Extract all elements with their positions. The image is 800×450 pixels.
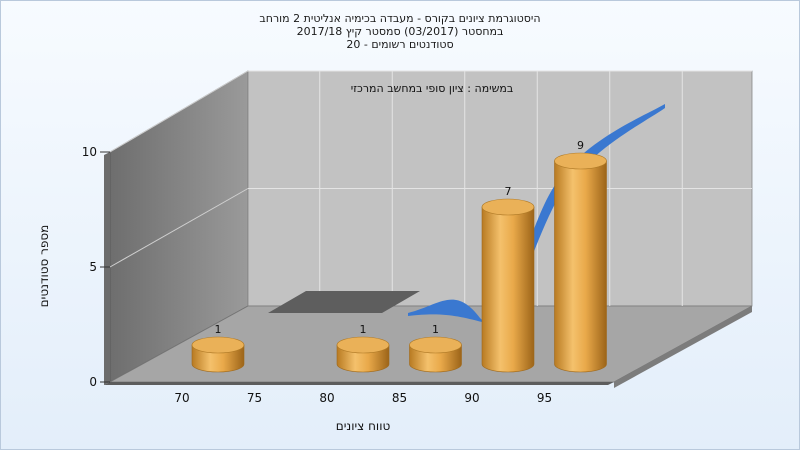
data-label-80: 1 xyxy=(360,323,367,336)
bar-85 xyxy=(409,336,462,373)
curve-shadow-ribbon xyxy=(268,291,420,313)
x-tick-90: 90 xyxy=(464,391,479,405)
bars-group xyxy=(191,152,607,373)
chart-title-line-2: במחסטר (03/2017) סמסטר קיץ 2017/18 xyxy=(296,25,504,38)
gridline-side xyxy=(109,70,249,153)
y-axis-label: מספר סטודנטים xyxy=(37,225,51,308)
x-tick-70: 70 xyxy=(174,391,189,405)
data-label-90: 7 xyxy=(505,185,512,198)
bar-70 xyxy=(191,336,245,373)
bar-top-85 xyxy=(409,336,462,354)
chart-title-line-3: סטודנטים רשומים - 20 xyxy=(346,38,454,51)
data-label-95: 9 xyxy=(577,139,584,152)
floor-edge xyxy=(614,306,752,388)
y-tick-10: 10 xyxy=(82,145,97,159)
y-tick-5: 5 xyxy=(89,260,97,274)
chart-title-line-1: היסטוגרמת ציונים בקורס - מעבדה בכימיה אנ… xyxy=(259,12,541,25)
x-axis-label: טווח ציונים xyxy=(336,419,391,433)
gridlines xyxy=(109,70,752,306)
chart-subtitle: במשימה : ציון סופי במחשב המרכזי xyxy=(351,82,514,95)
distribution-curve xyxy=(268,104,665,323)
y-tick-0: 0 xyxy=(89,375,97,389)
bar-top-95 xyxy=(554,152,607,170)
x-tick-85: 85 xyxy=(392,391,407,405)
bar-90 xyxy=(481,198,535,373)
x-axis-ticks: 70 75 80 85 90 95 xyxy=(174,391,552,405)
data-label-85: 1 xyxy=(432,323,439,336)
x-tick-95: 95 xyxy=(537,391,552,405)
bar-80 xyxy=(336,336,390,373)
bar-body-90 xyxy=(481,206,535,373)
bar-body-95 xyxy=(554,160,607,373)
side-wall-edge xyxy=(104,152,110,385)
bar-95 xyxy=(554,152,607,373)
x-tick-75: 75 xyxy=(247,391,262,405)
bar-top-70 xyxy=(191,336,245,354)
bar-top-80 xyxy=(336,336,390,354)
bar-top-90 xyxy=(481,198,535,216)
gridline-side xyxy=(109,188,249,268)
x-tick-80: 80 xyxy=(319,391,334,405)
data-label-70: 1 xyxy=(215,323,222,336)
floor-front-edge xyxy=(104,382,614,385)
data-labels-group: 1 1 1 7 9 xyxy=(215,139,585,336)
y-axis-ticks: 0 5 10 xyxy=(82,145,110,389)
